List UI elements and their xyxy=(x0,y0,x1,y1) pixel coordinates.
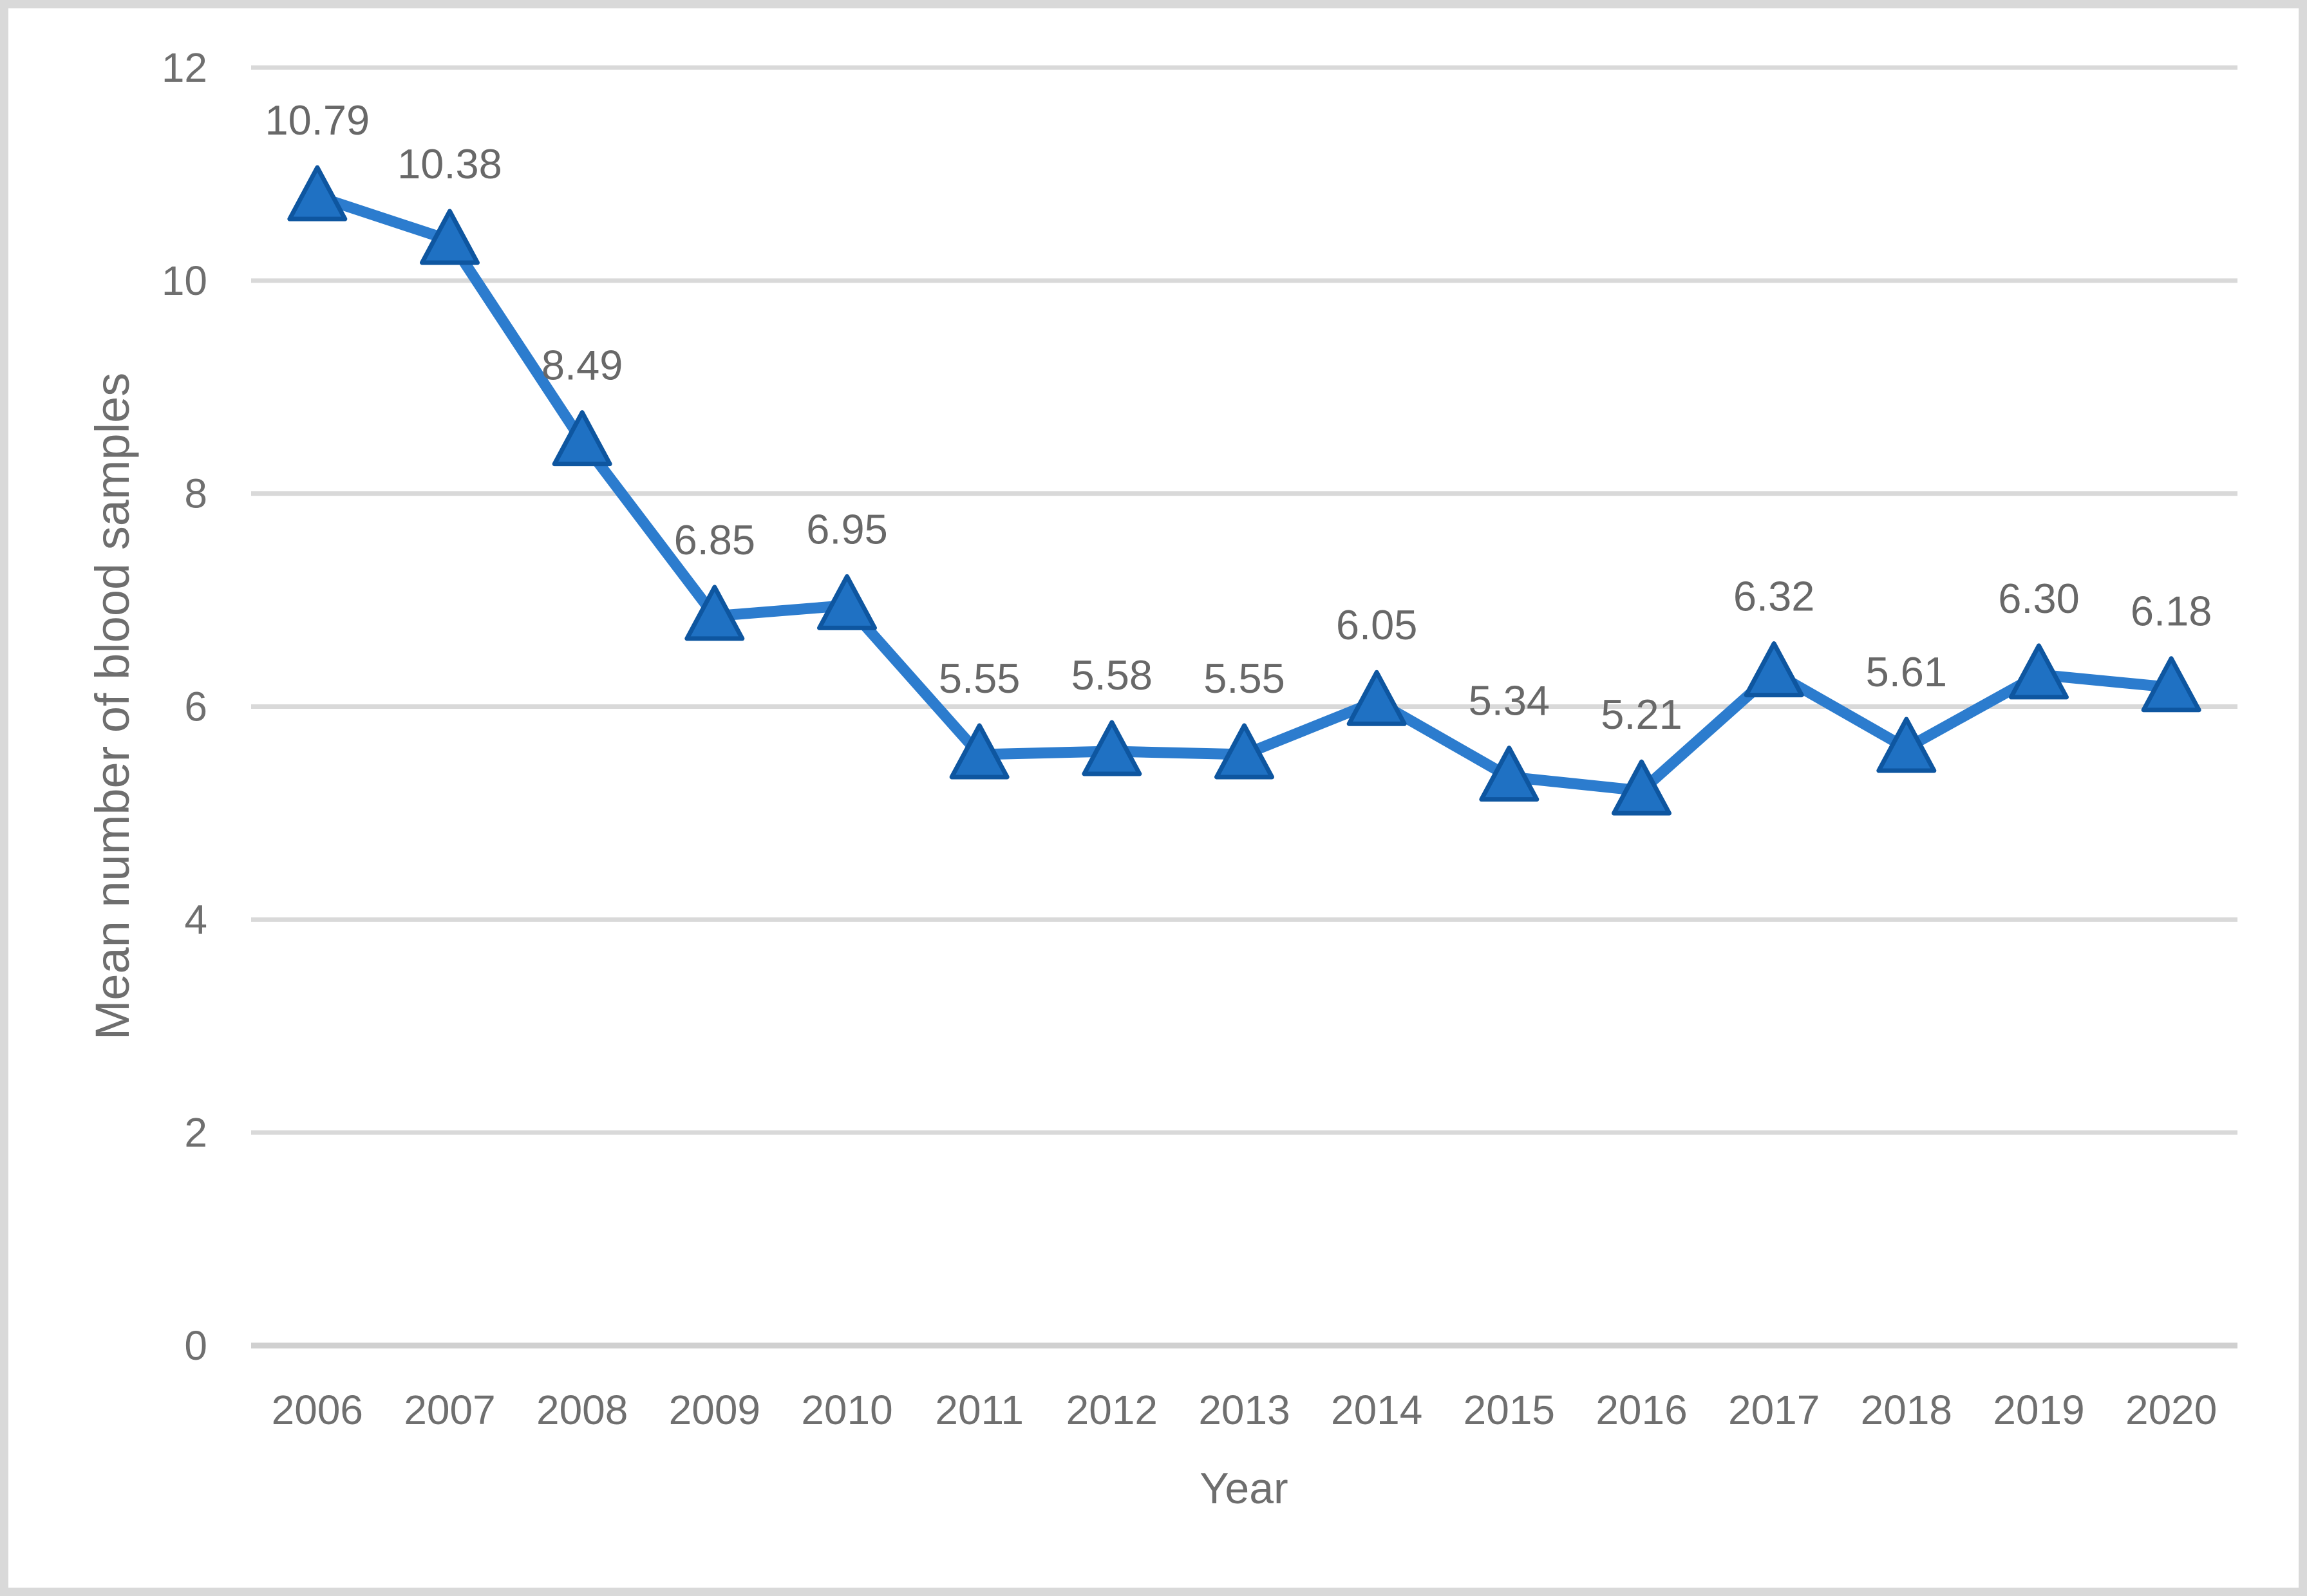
data-label: 6.85 xyxy=(674,516,756,563)
y-tick-label: 8 xyxy=(184,471,207,517)
data-point-marker xyxy=(287,165,348,221)
data-point-marker xyxy=(684,585,745,641)
data-label: 5.55 xyxy=(1203,655,1285,702)
data-point-marker xyxy=(1082,720,1142,776)
data-label: 5.34 xyxy=(1469,677,1550,724)
gridlines xyxy=(251,65,2237,1349)
x-tick-label: 2016 xyxy=(1596,1387,1687,1433)
y-axis-tick-labels: 0 2 4 6 8 10 12 xyxy=(162,44,207,1369)
data-label: 6.18 xyxy=(2131,588,2212,635)
data-point-marker xyxy=(1744,641,1804,698)
x-tick-label: 2007 xyxy=(404,1387,495,1433)
x-tick-label: 2006 xyxy=(272,1387,363,1433)
data-series xyxy=(287,165,2201,816)
data-label: 6.32 xyxy=(1733,573,1815,620)
data-point-marker xyxy=(949,723,1010,780)
x-tick-label: 2008 xyxy=(536,1387,628,1433)
data-point-marker xyxy=(1346,670,1407,726)
data-point-marker xyxy=(2009,643,2069,700)
data-point-marker xyxy=(420,209,480,265)
data-point-marker xyxy=(817,574,877,630)
data-label: 5.55 xyxy=(939,655,1021,702)
x-tick-label: 2009 xyxy=(669,1387,760,1433)
y-axis-title: Mean number of blood samples xyxy=(86,373,139,1040)
data-label: 5.61 xyxy=(1866,648,1948,695)
y-tick-label: 0 xyxy=(184,1322,207,1369)
data-point-marker xyxy=(1876,717,1937,773)
x-tick-label: 2020 xyxy=(2125,1387,2217,1433)
data-label: 10.79 xyxy=(265,97,370,144)
x-tick-label: 2013 xyxy=(1198,1387,1290,1433)
data-label: 5.21 xyxy=(1601,691,1682,738)
x-tick-label: 2012 xyxy=(1066,1387,1158,1433)
data-label: 10.38 xyxy=(397,140,502,187)
x-tick-label: 2010 xyxy=(801,1387,892,1433)
data-point-marker xyxy=(1214,723,1274,780)
data-label: 6.30 xyxy=(1998,575,2080,622)
data-label: 8.49 xyxy=(541,342,623,389)
x-tick-label: 2014 xyxy=(1331,1387,1422,1433)
data-label: 6.05 xyxy=(1336,601,1418,648)
data-point-marker xyxy=(1612,759,1671,816)
y-tick-label: 6 xyxy=(184,684,207,730)
x-tick-label: 2017 xyxy=(1728,1387,1820,1433)
x-tick-label: 2015 xyxy=(1464,1387,1555,1433)
x-tick-label: 2018 xyxy=(1861,1387,1952,1433)
y-tick-label: 4 xyxy=(184,896,207,943)
x-tick-label: 2019 xyxy=(1993,1387,2084,1433)
y-tick-label: 2 xyxy=(184,1109,207,1156)
data-point-marker xyxy=(552,410,612,467)
data-point-marker xyxy=(2141,656,2201,713)
x-axis-title: Year xyxy=(1200,1464,1288,1513)
data-point-marker xyxy=(1479,746,1540,802)
data-label: 6.95 xyxy=(806,505,888,552)
x-axis-tick-labels: 2006 2007 2008 2009 2010 2011 2012 2013 2014 2015… xyxy=(272,1387,2218,1433)
y-tick-label: 10 xyxy=(162,258,207,304)
data-label: 5.58 xyxy=(1071,652,1153,699)
y-tick-label: 12 xyxy=(162,44,207,91)
x-tick-label: 2011 xyxy=(935,1387,1024,1433)
data-labels: 10.79 10.38 8.49 6.85 6.95 5.55 5.58 5.55 6.05 5.… xyxy=(265,97,2212,738)
